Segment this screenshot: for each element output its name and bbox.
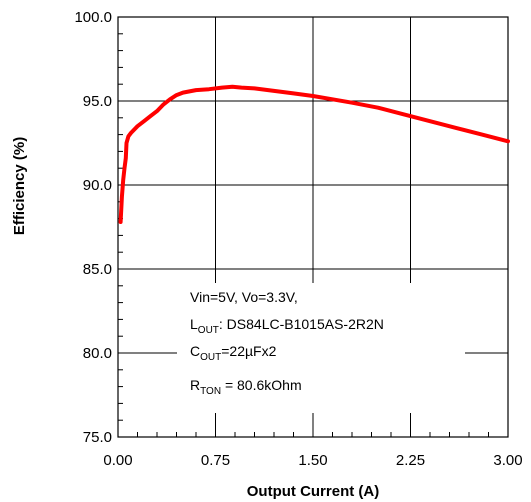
y-tick-label: 80.0 [83, 345, 112, 362]
annotation-line-3: COUT=22µFx2 [190, 343, 277, 363]
x-tick-labels: 0.00 0.75 1.50 2.25 3.00 [103, 452, 522, 469]
y-tick-label: 75.0 [83, 429, 112, 446]
x-axis-title: Output Current (A) [247, 483, 379, 500]
x-tick-label: 0.75 [201, 452, 230, 469]
x-tick-label: 1.50 [298, 452, 327, 469]
y-tick-label: 100.0 [74, 9, 112, 26]
x-tick-label: 3.00 [493, 452, 522, 469]
x-tick-label: 2.25 [396, 452, 425, 469]
annotation-line-2: LOUT: DS84LC-B1015AS-2R2N [190, 316, 384, 336]
y-tick-label: 90.0 [83, 177, 112, 194]
y-tick-labels: 75.0 80.0 85.0 90.0 95.0 100.0 [74, 9, 112, 446]
x-tick-label: 0.00 [103, 452, 132, 469]
annotation: Vin=5V, Vo=3.3V, LOUT: DS84LC-B1015AS-2R… [190, 289, 384, 397]
annotation-box [177, 283, 465, 413]
plot-frame [117, 16, 509, 438]
y-tick-label: 85.0 [83, 261, 112, 278]
y-axis-title: Efficiency (%) [11, 137, 28, 235]
annotation-line-4: RTON = 80.6kOhm [190, 377, 302, 397]
series-efficiency-line [118, 84, 510, 224]
y-tick-label: 95.0 [83, 93, 112, 110]
annotation-line-1: Vin=5V, Vo=3.3V, [190, 289, 298, 305]
